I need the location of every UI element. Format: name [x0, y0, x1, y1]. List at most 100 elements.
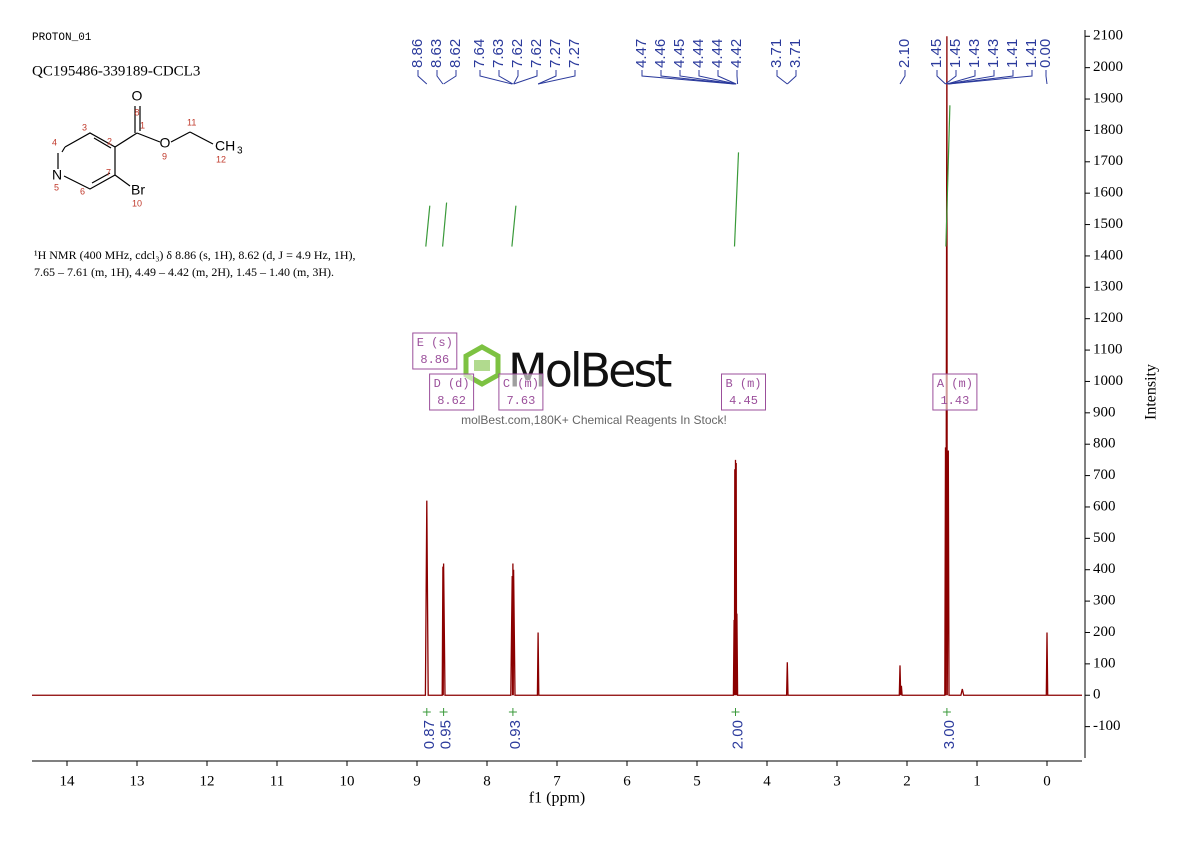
sample-name: QC195486-339189-CDCL3 [32, 63, 200, 79]
integral-label: 3.00 [941, 720, 958, 749]
atom-number: 6 [80, 186, 85, 196]
y-tick-label: 1700 [1093, 153, 1123, 169]
y-tick-label: 1200 [1093, 310, 1123, 326]
y-tick-label: 1100 [1093, 342, 1122, 358]
y-tick-label: 300 [1093, 593, 1116, 609]
peak-connector [498, 70, 514, 85]
atom-number: 11 [187, 117, 196, 127]
atom-subscript: 3 [237, 146, 243, 157]
integral-label: 0.95 [438, 720, 455, 749]
y-tick-label: 500 [1093, 530, 1116, 546]
peak-label: 4.46 [652, 39, 669, 68]
peak-connector [537, 70, 557, 85]
atom-number: 7 [106, 167, 111, 177]
structure: O 8 1 2 3 4 N 5 6 7 Br 10 O 9 11 CH 3 12 [52, 88, 243, 209]
description-line: 7.65 – 7.61 (m, 1H), 4.49 – 4.42 (m, 2H)… [34, 265, 334, 279]
bond [114, 132, 138, 148]
x-tick-label: 11 [270, 773, 284, 789]
multiplet-shift: 7.63 [506, 394, 535, 408]
peak-connector [537, 70, 576, 85]
multiplet-box [498, 373, 544, 411]
peak-connector [786, 70, 797, 85]
integral-curve [511, 205, 517, 247]
multiplet-box [412, 332, 458, 370]
y-tick-label: 100 [1093, 655, 1116, 671]
y-tick-label: 1500 [1093, 216, 1123, 232]
multiplet-name: C (m) [503, 377, 539, 391]
peak-label: 1.43 [966, 39, 983, 68]
bond [93, 137, 112, 149]
atom-number: 4 [52, 137, 57, 147]
peak-label: 7.62 [509, 39, 526, 68]
peak-label: 8.63 [428, 39, 445, 68]
bond [114, 174, 131, 187]
peak-connector [513, 70, 519, 85]
peak-label: 7.63 [490, 39, 507, 68]
atom-number: 3 [82, 122, 87, 132]
integral-curve [945, 105, 951, 247]
peak-connector [936, 70, 946, 85]
x-tick-label: 14 [60, 773, 76, 789]
x-tick-label: 8 [483, 773, 491, 789]
peak-connector [948, 70, 1033, 85]
multiplet-shift: 1.43 [940, 394, 969, 408]
atom: O [160, 135, 171, 151]
peak-connector [736, 70, 739, 85]
peak-connector [479, 70, 513, 85]
integral-curve [442, 202, 448, 247]
experiment-name: PROTON_01 [32, 32, 92, 44]
atom-number: 8 [134, 107, 139, 117]
y-tick-label: -100 [1093, 718, 1121, 734]
y-tick-label: 400 [1093, 561, 1116, 577]
x-tick-label: 10 [340, 773, 355, 789]
y-tick-label: 1300 [1093, 279, 1123, 295]
peak-connector [946, 70, 976, 85]
peak-label: 4.47 [633, 39, 650, 68]
peak-connector [899, 70, 906, 85]
multiplet-name: D (d) [434, 377, 470, 391]
peak-label: 4.45 [671, 39, 688, 68]
atom: Br [131, 182, 145, 198]
y-tick-label: 900 [1093, 404, 1116, 420]
peak-label: 7.27 [547, 39, 564, 68]
peak-label: 1.41 [1004, 39, 1021, 68]
peak-label: 4.44 [690, 39, 707, 68]
peak-connector [641, 70, 735, 85]
atom-number: 2 [107, 136, 112, 146]
atom: CH [215, 138, 235, 154]
atom: O [132, 88, 143, 104]
peak-connector [776, 70, 788, 85]
multiplet-box [932, 373, 978, 411]
y-tick-label: 800 [1093, 436, 1116, 452]
x-tick-label: 13 [130, 773, 145, 789]
x-tick-label: 1 [973, 773, 981, 789]
multiplet-name: E (s) [417, 336, 453, 350]
y-tick-label: 600 [1093, 498, 1116, 514]
peak-label: 0.00 [1037, 39, 1054, 68]
peak-label: 3.71 [768, 39, 785, 68]
y-tick-label: 1800 [1093, 122, 1123, 138]
peak-connector [417, 70, 428, 85]
peak-label: 3.71 [787, 39, 804, 68]
peak-connector [660, 70, 735, 85]
spectrum-line [32, 36, 1082, 696]
y-tick-label: 1400 [1093, 247, 1123, 263]
peak-connector [717, 70, 737, 85]
peak-connector [698, 70, 737, 85]
multiplet-shift: 8.86 [420, 353, 449, 367]
peak-label: 1.41 [1023, 39, 1040, 68]
peak-label: 4.44 [709, 39, 726, 68]
y-axis-label: Intensity [1143, 364, 1160, 420]
y-tick-label: 0 [1093, 687, 1101, 703]
integral-label: 0.93 [507, 720, 524, 749]
y-tick-label: 2100 [1093, 28, 1123, 44]
integral-curve [425, 205, 431, 247]
bond [91, 172, 111, 184]
y-tick-label: 700 [1093, 467, 1116, 483]
x-tick-label: 4 [763, 773, 771, 789]
peak-connector [443, 70, 457, 85]
peak-label: 1.43 [985, 39, 1002, 68]
peak-connector [945, 70, 957, 85]
ring-bonds [63, 132, 116, 190]
multiplet-name: A (m) [937, 377, 973, 391]
